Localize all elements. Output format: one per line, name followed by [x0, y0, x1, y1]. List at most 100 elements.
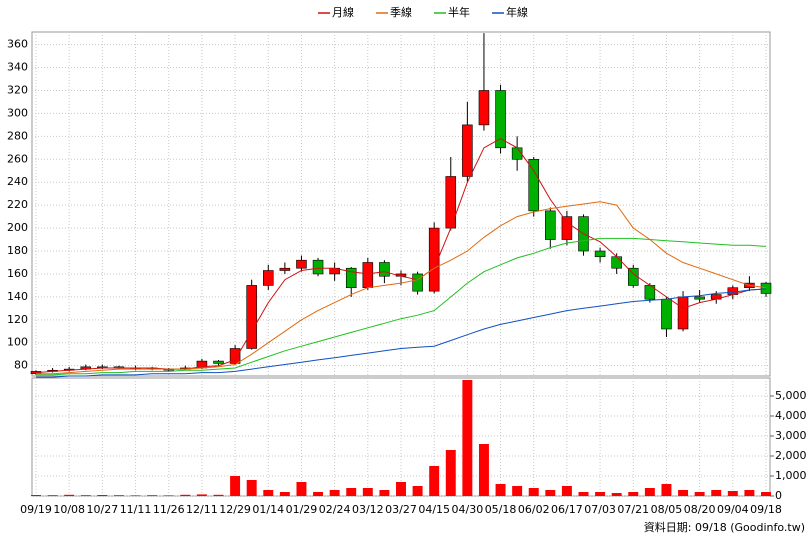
x-tick-label: 06/02 — [518, 503, 550, 516]
candle-body — [511, 147, 523, 160]
ma-line — [36, 288, 767, 378]
y-tick-label: 160 — [7, 267, 28, 280]
y-tick-label: 80 — [14, 359, 28, 372]
y-tick-label: 180 — [7, 244, 28, 257]
x-tick-label: 09/19 — [20, 503, 52, 516]
volume-bar — [512, 486, 523, 496]
volume-bar — [329, 490, 340, 496]
y-tick-label: 300 — [7, 106, 28, 119]
y-tick-label: 340 — [7, 61, 28, 74]
volume-bar — [379, 490, 390, 496]
volume-bar — [296, 482, 307, 496]
x-tick-label: 07/03 — [584, 503, 616, 516]
candle-body — [495, 90, 506, 149]
x-tick-label: 06/17 — [551, 503, 583, 516]
volume-tick-label: 1,000 — [775, 469, 807, 482]
volume-bar — [147, 495, 158, 496]
volume-bar — [611, 493, 622, 496]
volume-bar — [346, 488, 357, 496]
volume-tick-label: 2,000 — [775, 449, 807, 462]
x-tick-label: 10/08 — [53, 503, 85, 516]
volume-tick-label: 5,000 — [775, 389, 807, 402]
candle-body — [246, 285, 257, 349]
volume-bar — [180, 494, 191, 496]
legend-label: 季線 — [390, 5, 412, 19]
volume-bar — [196, 494, 207, 496]
volume-bar — [130, 495, 141, 496]
y-tick-label: 120 — [7, 313, 28, 326]
x-tick-label: 08/05 — [651, 503, 683, 516]
legend-label: 半年 — [448, 5, 470, 19]
candle-body — [312, 259, 324, 275]
candle-body — [345, 267, 357, 289]
volume-bar — [163, 495, 174, 496]
ma-line — [35, 138, 767, 374]
x-tick-label: 04/15 — [418, 503, 450, 516]
volume-bar — [595, 492, 606, 496]
volume-bar — [279, 492, 290, 496]
candle-body — [561, 216, 573, 240]
x-tick-label: 02/24 — [319, 503, 351, 516]
volume-bar — [230, 476, 241, 496]
legend-label: 月線 — [332, 5, 354, 19]
candle-body — [760, 282, 772, 294]
volume-bar — [113, 495, 124, 496]
volume-bar — [263, 490, 274, 496]
candle-body — [594, 250, 606, 258]
volume-tick-label: 3,000 — [775, 429, 807, 442]
volume-bar — [246, 480, 257, 496]
x-tick-label: 10/27 — [87, 503, 119, 516]
y-tick-label: 220 — [7, 198, 28, 211]
y-tick-label: 100 — [7, 336, 28, 349]
volume-bar — [429, 466, 440, 496]
volume-bar — [47, 495, 58, 496]
candle-body — [478, 90, 490, 126]
volume-bar — [761, 492, 771, 496]
volume-bar — [97, 495, 108, 496]
volume-bar — [694, 492, 705, 496]
volume-bar — [412, 486, 423, 496]
y-tick-label: 240 — [7, 175, 28, 188]
volume-bar — [545, 490, 556, 496]
y-tick-label: 200 — [7, 221, 28, 234]
volume-bar — [80, 495, 91, 496]
candle-body — [262, 270, 274, 286]
volume-bar — [644, 488, 655, 496]
x-tick-label: 08/20 — [684, 503, 716, 516]
candle-body — [379, 262, 390, 277]
x-tick-label: 03/12 — [352, 503, 384, 516]
x-tick-label: 11/11 — [120, 503, 152, 516]
volume-bar — [64, 494, 75, 496]
x-tick-label: 09/04 — [717, 503, 749, 516]
x-tick-label: 12/29 — [219, 503, 251, 516]
x-tick-label: 12/11 — [186, 503, 218, 516]
volume-bar — [678, 490, 689, 496]
candle-body — [677, 296, 689, 330]
volume-bar — [727, 491, 738, 496]
candle-body — [611, 256, 622, 269]
volume-bar — [578, 492, 589, 496]
candle-body — [445, 176, 457, 229]
volume-bar — [478, 444, 489, 496]
volume-bar — [445, 450, 456, 496]
y-tick-label: 280 — [7, 129, 28, 142]
volume-bar — [628, 492, 639, 496]
volume-bar — [213, 494, 224, 496]
candle-body — [279, 267, 291, 271]
x-tick-label: 07/21 — [617, 503, 649, 516]
ma-line — [36, 237, 767, 376]
candle-body — [296, 259, 307, 269]
candle-body — [545, 210, 556, 240]
candle-body — [412, 273, 423, 292]
candle-body — [462, 124, 473, 177]
x-tick-label: 04/30 — [452, 503, 484, 516]
volume-bar — [313, 492, 324, 496]
candle-body — [528, 158, 540, 212]
y-tick-label: 260 — [7, 152, 28, 165]
ma-line — [36, 201, 767, 375]
legend-label: 年線 — [506, 5, 528, 19]
volume-tick-label: 4,000 — [775, 409, 807, 422]
candle-body — [428, 227, 440, 292]
